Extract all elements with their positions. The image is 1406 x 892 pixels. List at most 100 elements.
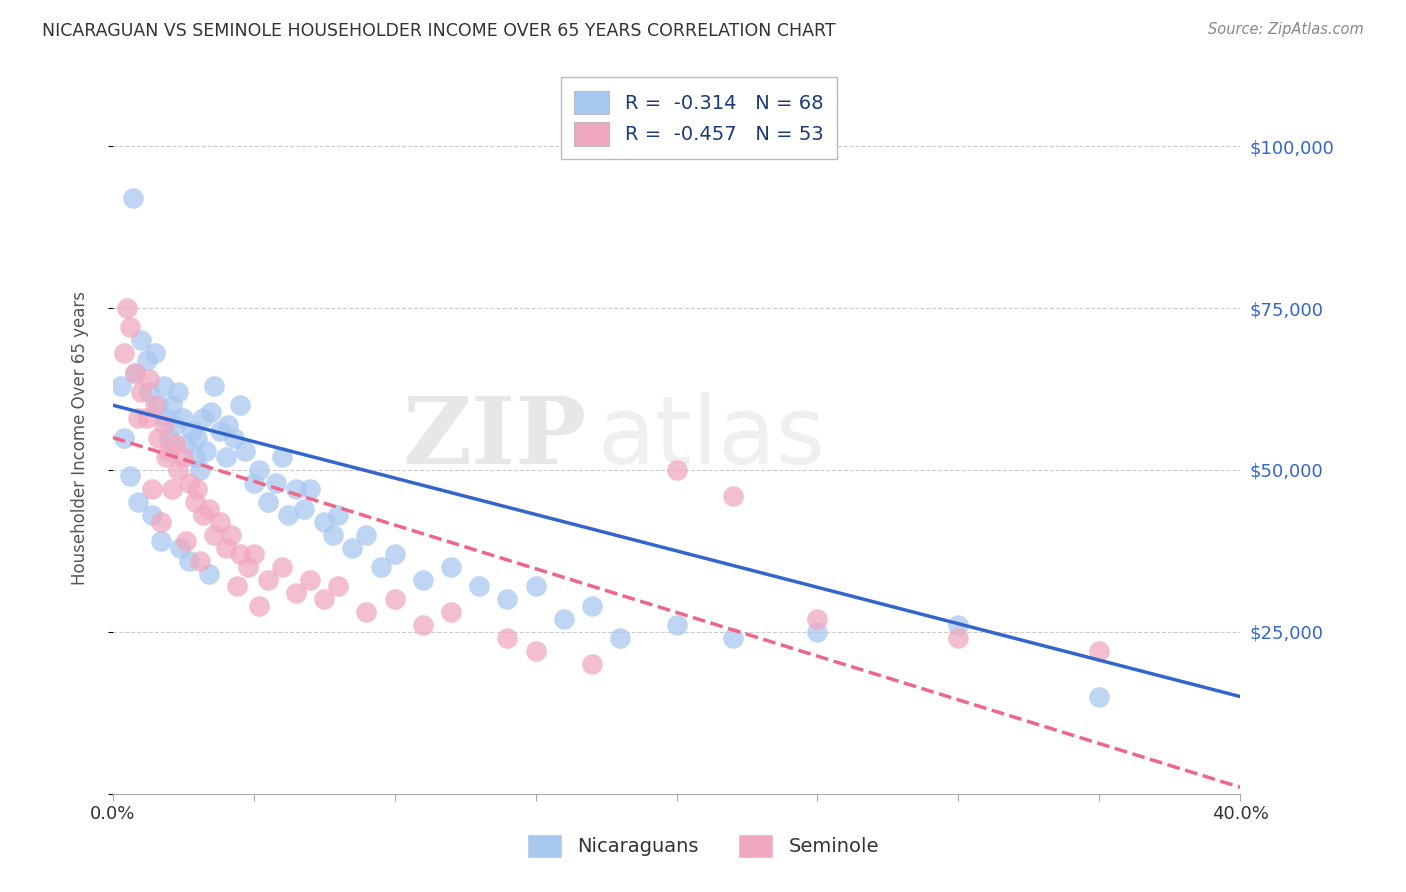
Point xyxy=(242,475,264,490)
Point xyxy=(271,560,294,574)
Point xyxy=(141,483,163,497)
Point xyxy=(121,191,143,205)
Text: Source: ZipAtlas.com: Source: ZipAtlas.com xyxy=(1208,22,1364,37)
Point xyxy=(186,431,208,445)
Point xyxy=(1088,690,1111,704)
Point xyxy=(219,527,242,541)
Point xyxy=(524,644,547,658)
Point xyxy=(277,508,299,523)
Point xyxy=(166,463,188,477)
Point xyxy=(197,566,219,581)
Point xyxy=(146,431,169,445)
Point xyxy=(721,632,744,646)
Point xyxy=(285,483,308,497)
Point xyxy=(806,624,828,639)
Point xyxy=(208,515,231,529)
Point xyxy=(163,417,186,432)
Point xyxy=(328,579,350,593)
Point xyxy=(149,515,172,529)
Point xyxy=(169,541,191,555)
Point xyxy=(118,469,141,483)
Point xyxy=(149,534,172,549)
Point xyxy=(384,547,406,561)
Point xyxy=(242,547,264,561)
Point xyxy=(217,417,239,432)
Point xyxy=(322,527,344,541)
Point xyxy=(172,450,194,464)
Point xyxy=(115,301,138,315)
Point xyxy=(183,450,205,464)
Point xyxy=(228,398,250,412)
Point xyxy=(160,483,183,497)
Point xyxy=(191,508,214,523)
Point xyxy=(665,618,688,632)
Text: ZIP: ZIP xyxy=(402,392,586,483)
Point xyxy=(412,618,434,632)
Point xyxy=(1088,644,1111,658)
Point xyxy=(233,443,256,458)
Point xyxy=(163,437,186,451)
Point xyxy=(440,560,463,574)
Point xyxy=(356,527,378,541)
Point xyxy=(118,320,141,334)
Legend: Nicaraguans, Seminole: Nicaraguans, Seminole xyxy=(512,819,894,873)
Point xyxy=(157,443,180,458)
Point xyxy=(143,398,166,412)
Legend: R =  -0.314   N = 68, R =  -0.457   N = 53: R = -0.314 N = 68, R = -0.457 N = 53 xyxy=(561,77,838,160)
Point xyxy=(174,437,197,451)
Point xyxy=(155,411,177,425)
Point xyxy=(553,612,575,626)
Point xyxy=(271,450,294,464)
Point xyxy=(721,489,744,503)
Point xyxy=(228,547,250,561)
Point xyxy=(948,632,970,646)
Point xyxy=(177,553,200,567)
Point xyxy=(609,632,631,646)
Point xyxy=(225,579,247,593)
Text: NICARAGUAN VS SEMINOLE HOUSEHOLDER INCOME OVER 65 YEARS CORRELATION CHART: NICARAGUAN VS SEMINOLE HOUSEHOLDER INCOM… xyxy=(42,22,835,40)
Point xyxy=(143,346,166,360)
Point xyxy=(152,417,174,432)
Point xyxy=(257,495,280,509)
Y-axis label: Householder Income Over 65 years: Householder Income Over 65 years xyxy=(72,291,89,584)
Point xyxy=(197,501,219,516)
Point xyxy=(294,501,316,516)
Point xyxy=(440,606,463,620)
Point xyxy=(124,366,146,380)
Point xyxy=(141,508,163,523)
Point xyxy=(208,424,231,438)
Point xyxy=(370,560,392,574)
Point xyxy=(124,366,146,380)
Point xyxy=(806,612,828,626)
Point xyxy=(236,560,259,574)
Point xyxy=(314,592,336,607)
Point xyxy=(247,599,270,613)
Point xyxy=(214,450,236,464)
Point xyxy=(356,606,378,620)
Point xyxy=(112,346,135,360)
Point xyxy=(468,579,491,593)
Point xyxy=(177,475,200,490)
Point xyxy=(146,398,169,412)
Point xyxy=(172,411,194,425)
Point xyxy=(129,334,152,348)
Point xyxy=(180,424,202,438)
Point xyxy=(665,463,688,477)
Point xyxy=(160,398,183,412)
Point xyxy=(200,405,222,419)
Point xyxy=(191,411,214,425)
Point xyxy=(112,431,135,445)
Point xyxy=(202,378,225,392)
Point xyxy=(138,372,160,386)
Point xyxy=(342,541,364,555)
Point xyxy=(157,431,180,445)
Point xyxy=(135,411,157,425)
Point xyxy=(581,599,603,613)
Point xyxy=(314,515,336,529)
Point xyxy=(496,632,519,646)
Point xyxy=(129,385,152,400)
Point xyxy=(412,573,434,587)
Point xyxy=(247,463,270,477)
Point xyxy=(166,385,188,400)
Point xyxy=(285,586,308,600)
